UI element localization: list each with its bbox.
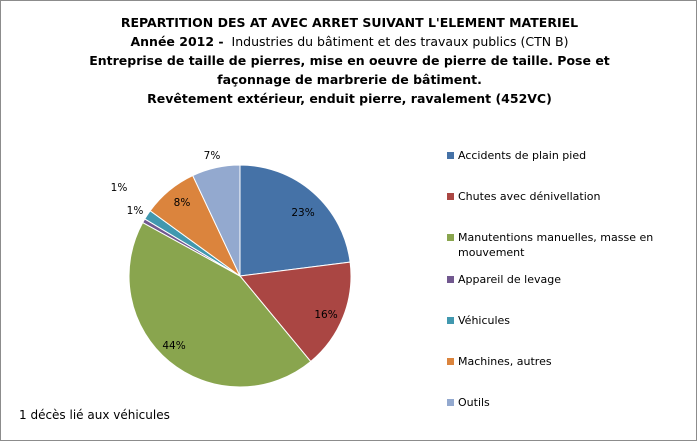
title-line-5: Revêtement extérieur, enduit pierre, rav… — [147, 91, 552, 106]
legend-label: Appareil de levage — [458, 272, 684, 287]
legend-label-line: Outils — [458, 396, 490, 409]
pie-slice-1 — [239, 164, 351, 277]
footnote: 1 décès lié aux véhicules — [19, 408, 170, 422]
title-line-2: Année 2012 - Industries du bâtiment et d… — [1, 32, 697, 51]
legend-label: Outils — [458, 395, 684, 410]
pie-slice-7 — [192, 164, 241, 277]
legend-swatch — [447, 276, 454, 283]
title-line-1: REPARTITION DES AT AVEC ARRET SUIVANT L'… — [120, 15, 579, 30]
legend-label-line: Chutes avec dénivellation — [458, 190, 601, 203]
title-line-4: façonnage de marbrerie de bâtiment. — [217, 72, 482, 87]
title-sector: Industries du bâtiment et des travaux pu… — [231, 34, 569, 49]
pie-slice-2 — [239, 261, 352, 363]
legend-swatch — [447, 317, 454, 324]
legend-label: Véhicules — [458, 313, 684, 328]
title-line-3: Entreprise de taille de pierres, mise en… — [89, 53, 610, 68]
data-label-6: 8% — [174, 197, 191, 209]
legend-label-line: Manutentions manuelles, masse en — [458, 231, 654, 244]
data-label-3: 44% — [162, 340, 185, 352]
legend-swatch — [447, 234, 454, 241]
data-label-4: 1% — [127, 205, 144, 217]
legend-label-line: Appareil de levage — [458, 273, 561, 286]
data-label-5: 1% — [111, 182, 128, 194]
data-label-7: 7% — [204, 150, 221, 162]
legend-label-line: Accidents de plain pied — [458, 149, 587, 162]
data-label-1: 23% — [291, 207, 314, 219]
legend-swatch — [447, 152, 454, 159]
legend-label: Machines, autres — [458, 354, 684, 369]
legend-swatch — [447, 399, 454, 406]
legend-label: Accidents de plain pied — [458, 148, 684, 163]
title-year: Année 2012 - — [130, 34, 224, 49]
legend-swatch — [447, 193, 454, 200]
legend-swatch — [447, 358, 454, 365]
chart-title: REPARTITION DES AT AVEC ARRET SUIVANT L'… — [1, 13, 697, 108]
pie-slice-3 — [128, 221, 312, 388]
legend-label: Manutentions manuelles, masse en mouvemen… — [458, 230, 684, 260]
legend-label-line: Machines, autres — [458, 355, 552, 368]
legend-label-line: mouvement — [458, 246, 525, 259]
legend-label-line: Véhicules — [458, 314, 511, 327]
data-label-2: 16% — [314, 309, 337, 321]
legend-label: Chutes avec dénivellation — [458, 189, 684, 204]
